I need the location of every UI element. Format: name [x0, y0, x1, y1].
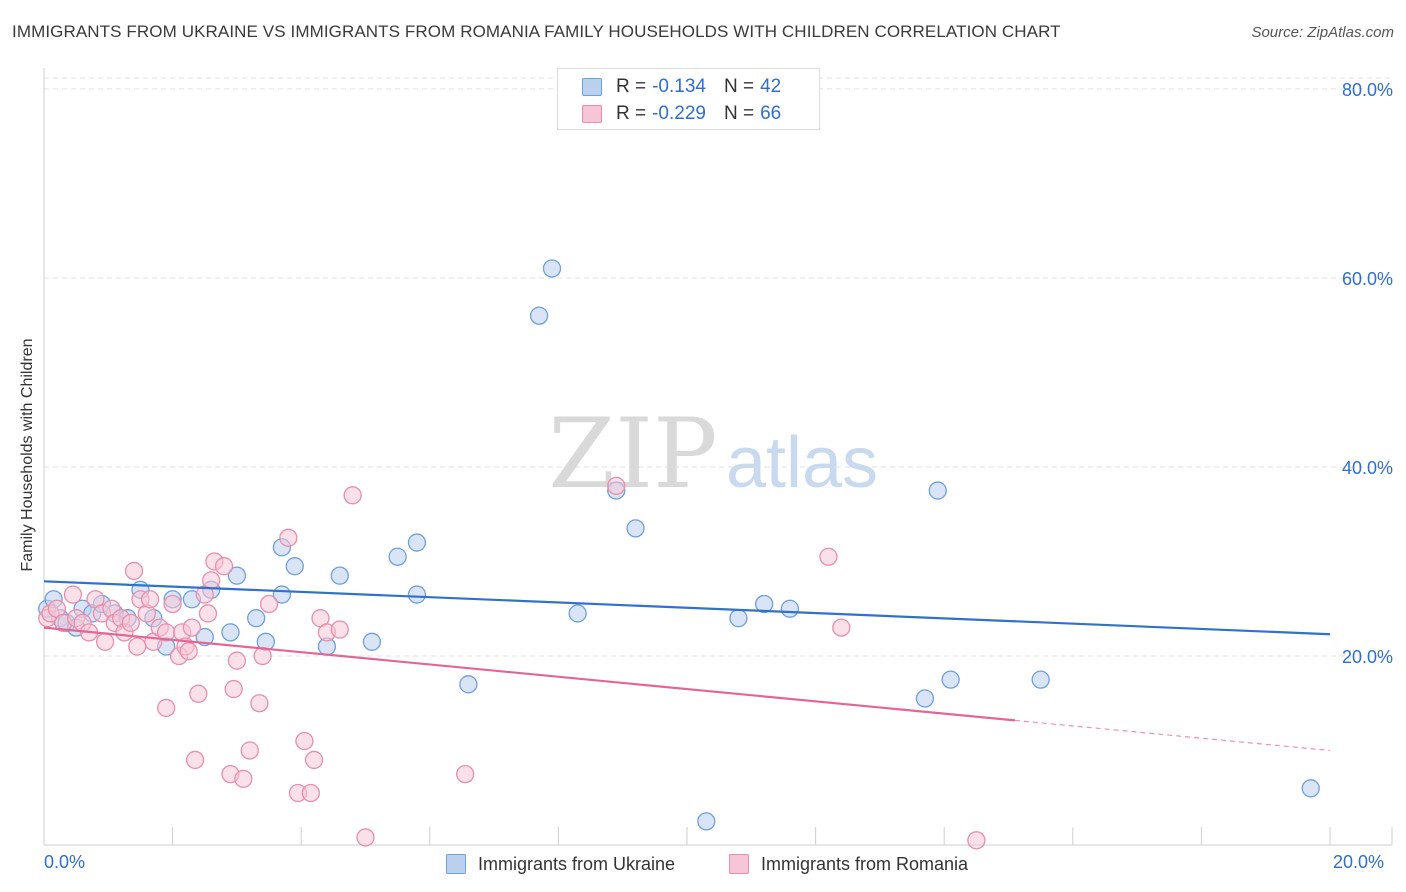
data-point [941, 670, 960, 689]
trend-line-ukraine [43, 580, 1331, 636]
points [38, 259, 1320, 850]
chart-title: IMMIGRANTS FROM UKRAINE VS IMMIGRANTS FR… [12, 22, 1061, 41]
data-point [224, 679, 243, 699]
series-ukraine [38, 259, 1320, 831]
data-point [388, 547, 407, 566]
data-point [124, 561, 144, 581]
data-point [915, 689, 935, 708]
series-romania [38, 476, 986, 850]
data-point [362, 632, 382, 651]
data-point [407, 533, 427, 552]
data-point [189, 684, 208, 703]
x-tick-label-max: 20.0% [1333, 852, 1385, 872]
y-tick-label: 60.0% [1342, 269, 1393, 289]
data-point [295, 731, 314, 751]
data-point [626, 519, 645, 538]
data-point [140, 590, 160, 609]
data-point [1031, 670, 1050, 689]
legend-row-ukraine: R = -0.134 N = 42 [582, 75, 781, 99]
n-value-ukraine: 42 [760, 76, 782, 97]
legend-row-romania: R = -0.229 N = 66 [582, 102, 781, 126]
legend-bottom-swatch-romania [729, 854, 749, 874]
data-point [1301, 779, 1320, 798]
data-point [195, 627, 214, 647]
data-point [301, 783, 320, 803]
r-value-ukraine: -0.134 [652, 76, 706, 97]
data-point [95, 632, 115, 651]
y-tick-label: 20.0% [1342, 647, 1393, 667]
data-point [697, 812, 716, 831]
data-point [121, 613, 140, 633]
data-point [259, 594, 279, 614]
data-point [529, 306, 549, 325]
data-point [607, 476, 626, 496]
source-label: Source: ZipAtlas.com [1251, 24, 1394, 41]
data-point [250, 694, 269, 713]
data-point [780, 599, 800, 618]
y-tick-label: 80.0% [1342, 80, 1393, 100]
y-tick-label: 40.0% [1342, 458, 1393, 478]
data-point [729, 609, 748, 628]
data-point [456, 764, 475, 784]
correlation-legend: R = -0.134 N = 42 R = -0.229 N = 66 [557, 68, 820, 130]
data-point [755, 594, 774, 614]
data-point [63, 585, 83, 604]
data-point [819, 547, 838, 566]
data-point [128, 637, 147, 656]
legend-label-romania: Immigrants from Romania [761, 853, 969, 874]
data-point [928, 481, 947, 500]
legend-swatch-ukraine [582, 78, 602, 96]
data-point [343, 486, 362, 505]
x-tick-label-min: 0.0% [44, 852, 86, 872]
data-point [285, 557, 304, 576]
data-point [330, 566, 349, 585]
data-point [214, 557, 234, 576]
r-value-romania: -0.229 [652, 103, 706, 124]
data-point [227, 651, 247, 670]
watermark-zip: ZIP [548, 398, 717, 510]
legend-label-ukraine: Immigrants from Ukraine [478, 853, 676, 874]
data-point [330, 620, 349, 639]
data-point [182, 618, 202, 637]
axes [43, 68, 1393, 846]
legend-bottom-swatch-ukraine [446, 854, 466, 874]
trend-lines [43, 580, 1331, 752]
data-point [459, 675, 478, 694]
n-value-romania: 66 [760, 103, 782, 124]
data-point [163, 594, 182, 614]
data-point [247, 609, 266, 628]
data-point [967, 831, 986, 850]
data-point [568, 604, 587, 623]
data-point [221, 623, 240, 642]
watermark: ZIP atlas [548, 398, 878, 510]
data-point [227, 566, 247, 585]
data-point [157, 698, 176, 718]
data-point [198, 604, 218, 623]
watermark-atlas: atlas [726, 423, 878, 503]
trend-line-romania-extension [1014, 719, 1331, 752]
data-point [185, 750, 205, 770]
data-point [542, 259, 562, 278]
data-point [202, 571, 221, 590]
gridlines [44, 77, 1392, 657]
data-point [832, 618, 851, 637]
data-point [279, 528, 298, 547]
data-point [407, 585, 427, 604]
legend-item-romania: Immigrants from Romania [729, 852, 968, 876]
data-point [304, 750, 324, 770]
legend-item-ukraine: Immigrants from Ukraine [446, 852, 675, 876]
y-tick-labels: 20.0% 40.0% 60.0% 80.0% [1342, 80, 1393, 667]
data-point [356, 828, 375, 847]
data-point [234, 769, 253, 788]
trend-line-romania [43, 626, 1016, 722]
data-point [240, 741, 259, 760]
data-point [179, 642, 198, 661]
legend-swatch-romania [582, 105, 602, 123]
